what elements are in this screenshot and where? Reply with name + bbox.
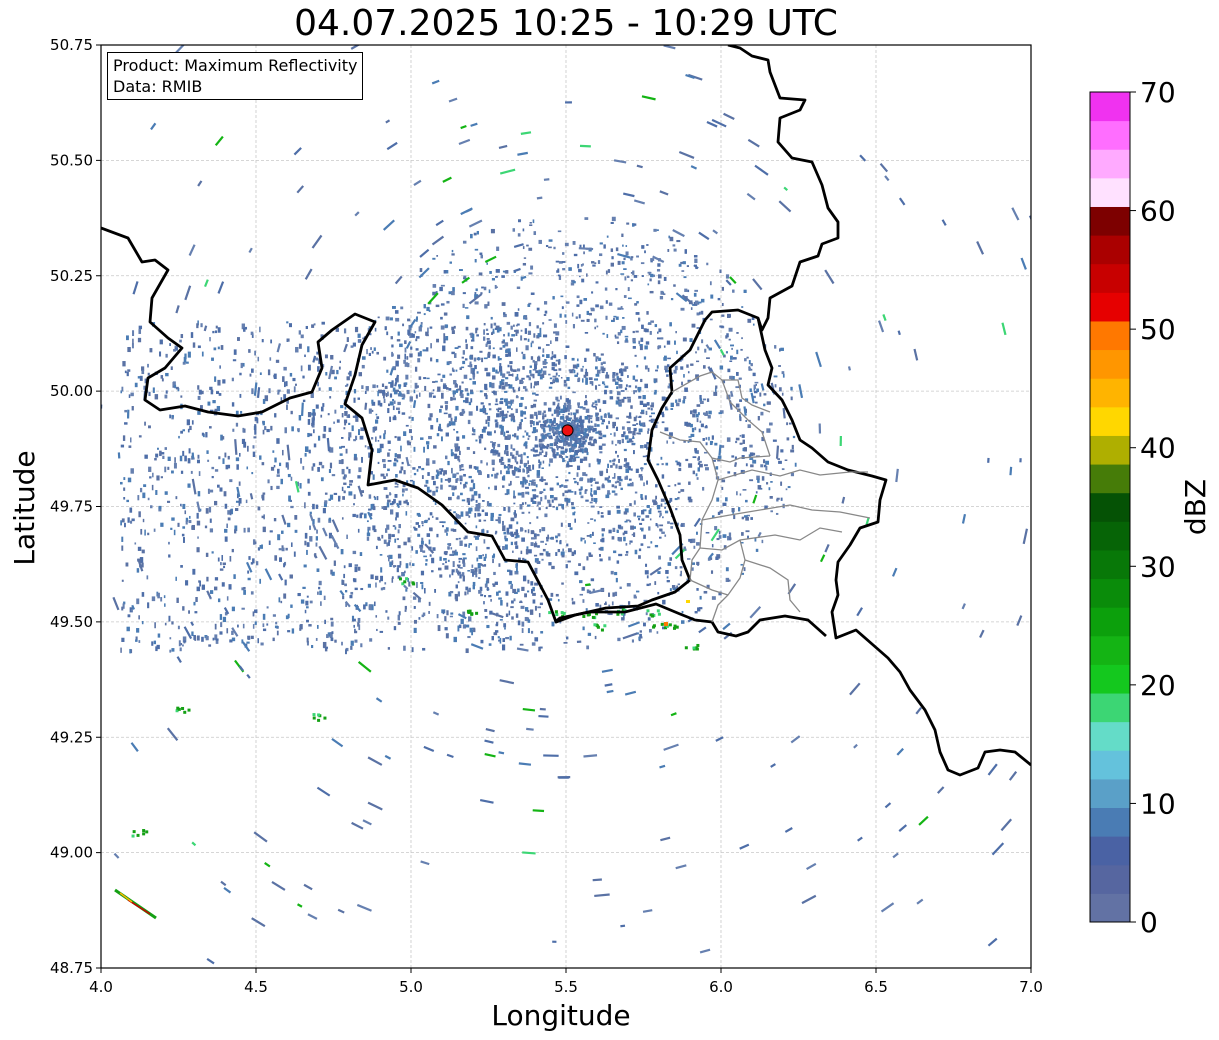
- x-tick-labels: 4.0 4.5 5.0 5.5 6.0 6.5 7.0: [89, 968, 1043, 996]
- radar-site-marker: [561, 424, 574, 437]
- colorbar-segment: [1090, 177, 1130, 207]
- colorbar-segment: [1090, 464, 1130, 494]
- colorbar-segment: [1090, 206, 1130, 236]
- map-title: 04.07.2025 10:25 - 10:29 UTC: [294, 3, 838, 44]
- x-tick-label: 4.5: [244, 978, 268, 996]
- x-tick-label: 6.0: [709, 978, 733, 996]
- colorbar-tick-label: 30: [1140, 550, 1176, 583]
- colorbar-segment: [1090, 292, 1130, 322]
- colorbar-tick-label: 40: [1140, 432, 1176, 465]
- colorbar-tick-label: 50: [1140, 313, 1176, 346]
- colorbar: 0 10 20 30 40 50 60 70: [1089, 76, 1176, 939]
- colorbar-segment: [1090, 807, 1130, 837]
- colorbar-segment: [1090, 864, 1130, 894]
- colorbar-segment: [1090, 120, 1130, 150]
- y-tick-label: 50.75: [50, 36, 93, 54]
- y-tick-label: 49.50: [50, 613, 93, 631]
- national-border: [756, 317, 1031, 777]
- y-tick-label: 48.75: [50, 959, 93, 977]
- colorbar-segment: [1090, 406, 1130, 436]
- gridlines: [100, 44, 1032, 969]
- borders: [101, 45, 1031, 777]
- colorbar-segment: [1090, 349, 1130, 379]
- y-tick-labels: 48.75 49.00 49.25 49.50 49.75 50.00 50.25 50.50…: [50, 36, 101, 977]
- regional-border: [699, 527, 843, 551]
- y-tick-label: 50.50: [50, 151, 93, 169]
- colorbar-segment: [1090, 378, 1130, 408]
- colorbar-tick-label: 0: [1140, 906, 1158, 939]
- x-tick-label: 4.0: [89, 978, 113, 996]
- colorbar-segment: [1090, 721, 1130, 751]
- y-tick-label: 49.25: [50, 728, 93, 746]
- colorbar-tick-label: 10: [1140, 787, 1176, 820]
- x-tick-label: 7.0: [1019, 978, 1043, 996]
- x-tick-label: 5.0: [399, 978, 423, 996]
- national-border: [101, 45, 840, 624]
- regional-border: [659, 431, 771, 463]
- colorbar-segment: [1090, 578, 1130, 608]
- colorbar-segment: [1090, 492, 1130, 522]
- regional-border: [671, 371, 771, 413]
- colorbar-segment: [1090, 435, 1130, 465]
- colorbar-tick-label: 20: [1140, 669, 1176, 702]
- x-axis-label: Longitude: [491, 999, 630, 1032]
- y-tick-label: 50.00: [50, 382, 93, 400]
- colorbar-segment: [1090, 664, 1130, 694]
- colorbar-segment: [1090, 750, 1130, 780]
- colorbar-segment: [1090, 836, 1130, 866]
- y-tick-label: 49.00: [50, 844, 93, 862]
- regional-border: [717, 469, 868, 481]
- y-tick-label: 49.75: [50, 498, 93, 516]
- regional-border: [689, 579, 729, 596]
- x-tick-label: 6.5: [864, 978, 888, 996]
- colorbar-segment: [1090, 92, 1130, 122]
- colorbar-segment: [1090, 263, 1130, 293]
- product-info-box: Product: Maximum Reflectivity Data: RMIB: [107, 52, 364, 100]
- regional-border: [721, 379, 771, 457]
- colorbar-segment: [1090, 893, 1130, 923]
- colorbar-segment: [1090, 693, 1130, 723]
- data-source-line: Data: RMIB: [113, 77, 203, 96]
- colorbar-segment: [1090, 149, 1130, 179]
- colorbar-segment: [1090, 635, 1130, 665]
- x-tick-label: 5.5: [554, 978, 578, 996]
- colorbar-tick-label: 70: [1140, 76, 1176, 109]
- colorbar-segment: [1090, 320, 1130, 351]
- colorbar-segment: [1090, 778, 1130, 809]
- y-tick-label: 50.25: [50, 267, 93, 285]
- regional-border: [711, 539, 746, 623]
- product-line: Product: Maximum Reflectivity: [113, 56, 358, 75]
- colorbar-frame: [1089, 91, 1131, 923]
- colorbar-segment: [1090, 235, 1130, 265]
- colorbar-label: dBZ: [1179, 479, 1212, 535]
- regional-border: [701, 504, 871, 521]
- colorbar-segment: [1090, 607, 1130, 637]
- colorbar-segment: [1090, 549, 1130, 580]
- y-axis-label: Latitude: [8, 450, 41, 565]
- colorbar-segment: [1090, 521, 1130, 551]
- colorbar-tick-label: 60: [1140, 195, 1176, 228]
- regional-border: [744, 559, 801, 613]
